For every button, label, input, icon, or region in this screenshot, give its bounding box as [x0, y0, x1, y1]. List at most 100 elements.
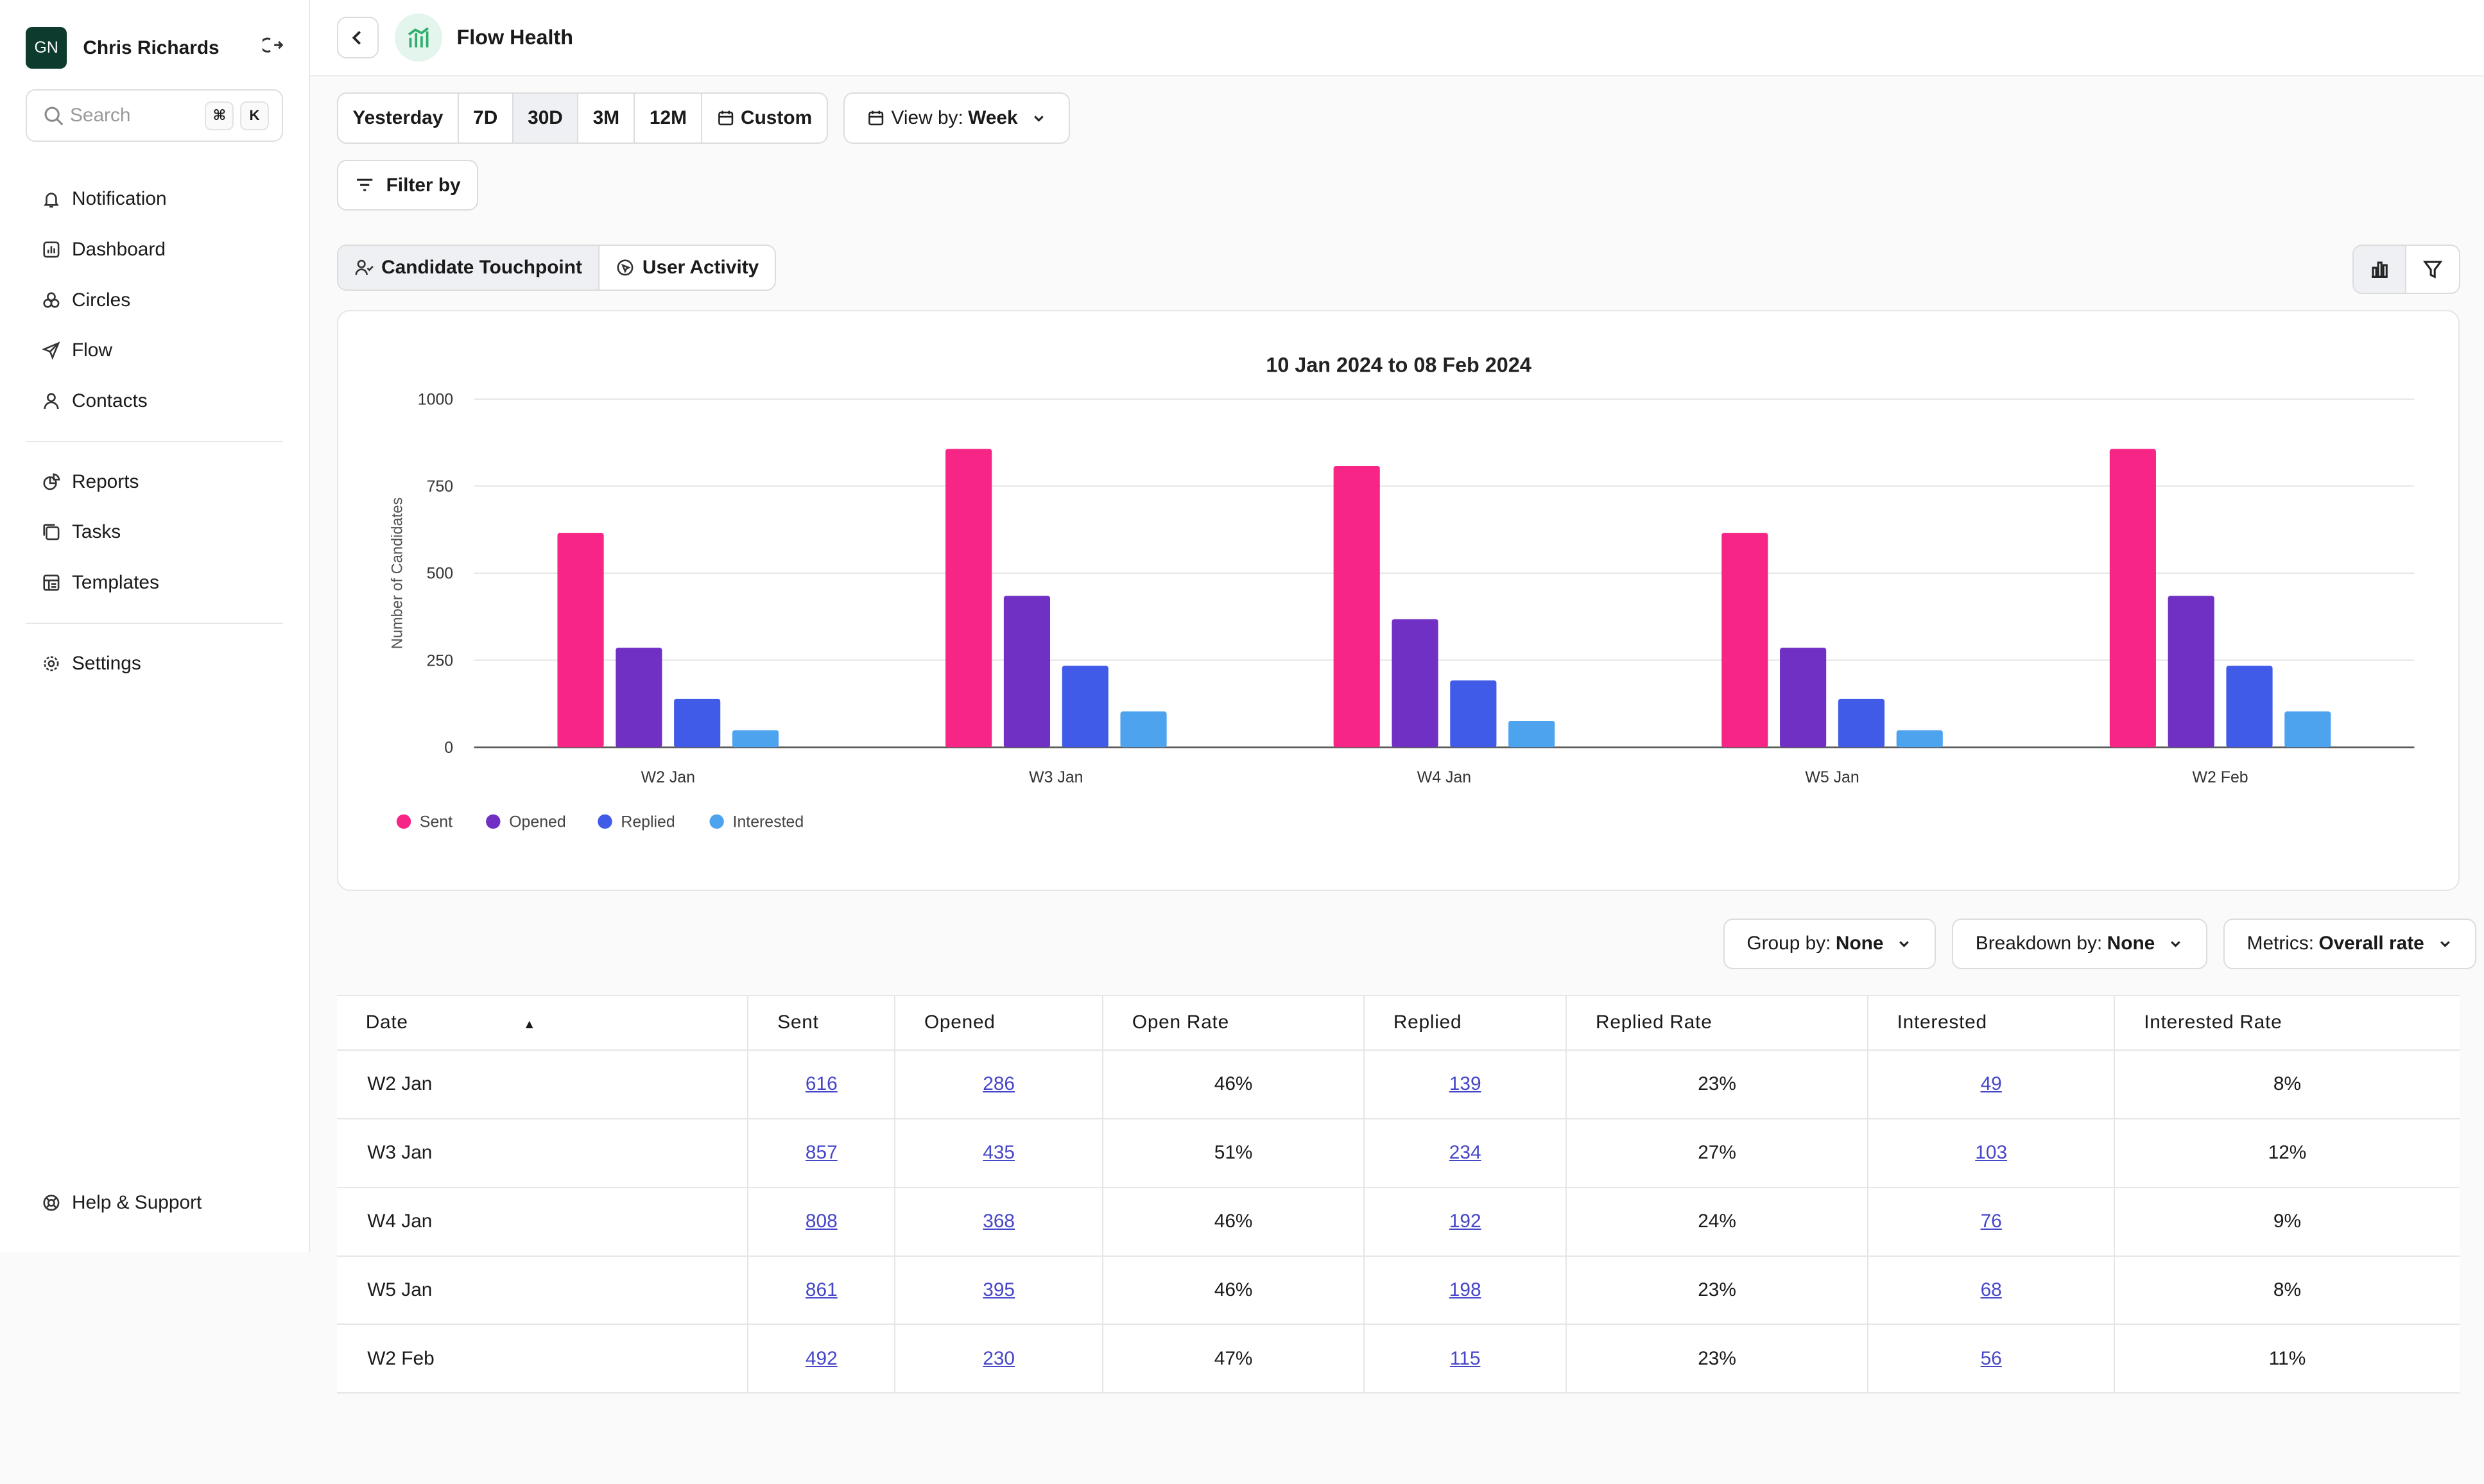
cell-link-sent[interactable]: 861: [805, 1279, 838, 1300]
cell-link-opened[interactable]: 435: [983, 1142, 1015, 1164]
y-tick-label: 750: [427, 478, 454, 496]
metrics-dropdown[interactable]: Metrics: Overall rate: [2223, 918, 2477, 970]
bar-opened: [616, 647, 662, 747]
cell-link-sent[interactable]: 857: [805, 1142, 838, 1164]
page-title: Flow Health: [456, 26, 573, 49]
cell-interested-rate: 12%: [2114, 1118, 2460, 1188]
cell-link-interested[interactable]: 49: [1980, 1073, 2002, 1095]
legend-label: Interested: [732, 813, 804, 831]
view-by-dropdown[interactable]: View by: Week: [843, 92, 1071, 144]
legend-swatch-opened: [486, 814, 501, 829]
tab-candidate-touchpoint[interactable]: Candidate Touchpoint: [338, 245, 599, 289]
breakdown-by-label: Breakdown by:: [1975, 933, 2103, 954]
cell-link-sent[interactable]: 492: [805, 1347, 838, 1369]
cell-interested: 103: [1867, 1118, 2115, 1188]
cell-link-interested[interactable]: 56: [1980, 1347, 2002, 1369]
funnel-icon: [2422, 261, 2443, 279]
bar-sent: [1721, 532, 1768, 747]
nav-item-circles[interactable]: Circles: [0, 275, 309, 325]
legend-swatch-sent: [396, 814, 411, 829]
chart-title: 10 Jan 2024 to 08 Feb 2024: [1266, 353, 1531, 376]
group-by-dropdown[interactable]: Group by: None: [1723, 918, 1936, 970]
range-custom[interactable]: Custom: [702, 94, 826, 142]
logout-icon[interactable]: [259, 35, 283, 60]
cell-replied-rate: 23%: [1565, 1049, 1868, 1119]
nav-item-help[interactable]: Help & Support: [0, 1178, 309, 1229]
nav-item-templates[interactable]: Templates: [0, 558, 309, 608]
sort-asc-icon[interactable]: ▲: [522, 1017, 537, 1032]
cell-opened: 435: [894, 1118, 1103, 1188]
report-tabs: Candidate Touchpoint User Activity: [336, 244, 777, 291]
tab-label: User Activity: [642, 256, 759, 278]
breakdown-by-dropdown[interactable]: Breakdown by: None: [1951, 918, 2207, 970]
cell-link-interested[interactable]: 68: [1980, 1279, 2002, 1300]
metrics-label: Metrics:: [2247, 933, 2315, 954]
nav-item-contacts[interactable]: Contacts: [0, 376, 309, 427]
table-header-row: Date ▲ Sent Opened Open Rate Replied Repl…: [336, 995, 2460, 1051]
back-button[interactable]: [336, 17, 379, 59]
range-3m[interactable]: 3M: [578, 94, 635, 142]
cell-link-opened[interactable]: 230: [983, 1347, 1015, 1369]
cell-link-sent[interactable]: 616: [805, 1073, 838, 1095]
view-by-label: View by:: [891, 107, 963, 129]
column-header-open-rate[interactable]: Open Rate: [1102, 995, 1365, 1051]
column-header-replied[interactable]: Replied: [1363, 995, 1567, 1051]
nav-label: Reports: [71, 470, 139, 492]
range-7d[interactable]: 7D: [459, 94, 513, 142]
column-header-interested[interactable]: Interested: [1867, 995, 2115, 1051]
user-profile[interactable]: GN Chris Richards: [25, 26, 283, 71]
cell-link-interested[interactable]: 76: [1980, 1211, 2002, 1232]
nav-main: Notification Dashboard Circles Flow Cont…: [0, 174, 309, 689]
shortcut-key-k: K: [240, 101, 269, 130]
table-row: W2 Jan 616 286 46% 139 23% 49 8%: [336, 1049, 2460, 1119]
column-header-date[interactable]: Date ▲: [336, 995, 748, 1051]
cell-link-interested[interactable]: 103: [1975, 1142, 2008, 1164]
range-30d[interactable]: 30D: [513, 94, 579, 142]
range-12m[interactable]: 12M: [635, 94, 703, 142]
cell-link-replied[interactable]: 139: [1449, 1073, 1481, 1095]
breakdown-by-value: None: [2107, 933, 2155, 954]
filter-by-button[interactable]: Filter by: [336, 159, 478, 211]
cell-link-replied[interactable]: 115: [1449, 1347, 1481, 1369]
cell-date: W4 Jan: [336, 1187, 748, 1257]
column-header-interested-rate[interactable]: Interested Rate: [2114, 995, 2460, 1051]
cell-link-opened[interactable]: 368: [983, 1211, 1015, 1232]
nav-item-dashboard[interactable]: Dashboard: [0, 225, 309, 275]
column-header-replied-rate[interactable]: Replied Rate: [1565, 995, 1868, 1051]
cell-link-replied[interactable]: 234: [1449, 1142, 1481, 1164]
cell-opened: 286: [894, 1049, 1103, 1119]
nav-item-settings[interactable]: Settings: [0, 639, 309, 689]
cell-date: W5 Jan: [336, 1255, 748, 1325]
bar-opened: [2168, 595, 2214, 747]
tab-user-activity[interactable]: User Activity: [599, 246, 775, 289]
nav-item-reports[interactable]: Reports: [0, 456, 309, 507]
nav-item-flow[interactable]: Flow: [0, 325, 309, 376]
chevron-down-icon: [2440, 941, 2450, 947]
nav-item-tasks[interactable]: Tasks: [0, 507, 309, 558]
nav-item-notification[interactable]: Notification: [0, 174, 309, 225]
bar-chart-icon: [2371, 261, 2388, 278]
column-header-opened[interactable]: Opened: [894, 995, 1103, 1051]
bar-chart-toggle[interactable]: [2353, 245, 2406, 293]
cell-interested: 68: [1867, 1255, 2115, 1325]
cell-link-replied[interactable]: 198: [1449, 1279, 1481, 1300]
chart-filter-button[interactable]: [2406, 246, 2459, 293]
nav-label: Settings: [71, 652, 141, 674]
cell-link-opened[interactable]: 395: [983, 1279, 1015, 1300]
cell-replied: 192: [1363, 1187, 1567, 1257]
bar-replied: [674, 698, 721, 747]
chart-view-controls: [2352, 244, 2460, 294]
bar-replied: [1838, 698, 1885, 747]
sidebar: GN Chris Richards Search ⌘ K Notificatio…: [0, 0, 310, 1252]
flow-health-icon: [394, 13, 443, 62]
range-yesterday[interactable]: Yesterday: [338, 94, 459, 142]
search-input[interactable]: Search ⌘ K: [25, 89, 283, 142]
cell-link-replied[interactable]: 192: [1449, 1211, 1481, 1232]
cell-replied-rate: 23%: [1565, 1324, 1868, 1394]
cell-link-sent[interactable]: 808: [805, 1211, 838, 1232]
nav-label: Flow: [71, 340, 112, 361]
bar-interested: [1120, 711, 1167, 747]
column-header-sent[interactable]: Sent: [747, 995, 895, 1051]
cell-link-opened[interactable]: 286: [983, 1073, 1015, 1095]
cell-replied: 139: [1363, 1049, 1567, 1119]
